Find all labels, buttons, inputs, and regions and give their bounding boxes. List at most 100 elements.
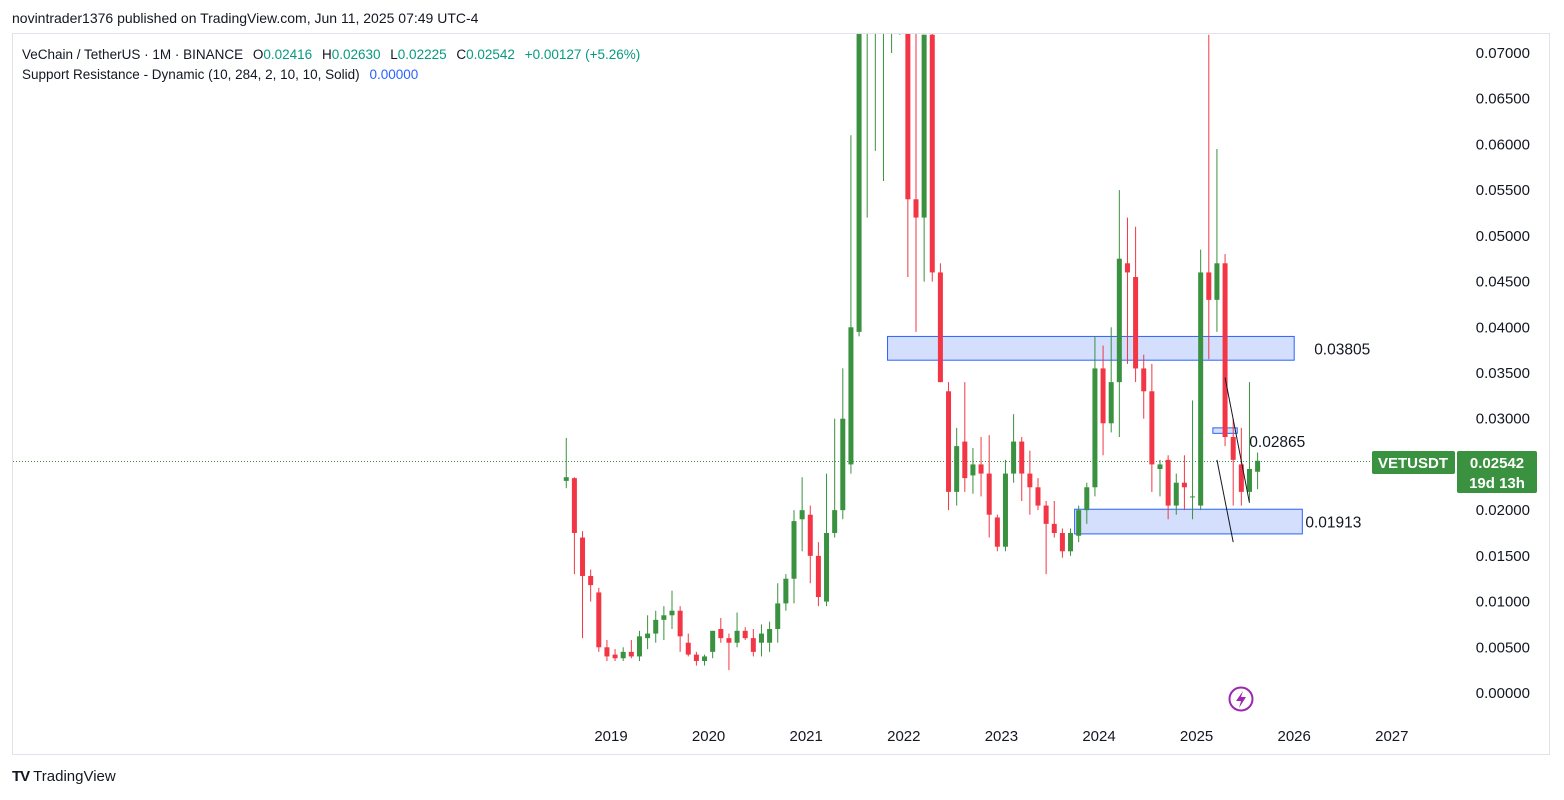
legend-close-label: C xyxy=(456,47,467,62)
price-badge: VETUSDT 0.02542 19d 13h xyxy=(1372,451,1537,493)
legend-indicator-value: 0.00000 xyxy=(369,67,419,82)
legend-change: +0.00127 (+5.26%) xyxy=(524,47,641,62)
zone-label: 0.03805 xyxy=(1314,341,1370,358)
zone-label: 0.01913 xyxy=(1305,515,1361,532)
candle-body xyxy=(1035,487,1041,506)
candle-body xyxy=(1068,533,1074,552)
candle-body xyxy=(758,633,764,643)
candle-body xyxy=(840,418,846,511)
candle-body xyxy=(620,651,626,659)
price-axis[interactable]: 0.07000 0.06500 0.06000 0.05500 0.05000 0.045… xyxy=(1476,45,1530,702)
candle-body xyxy=(563,477,569,481)
candle-body xyxy=(1027,473,1033,488)
candle-body xyxy=(848,327,854,465)
lightning-icon[interactable] xyxy=(1228,686,1254,712)
y-tick-label: 0.00500 xyxy=(1476,639,1530,656)
time-axis[interactable]: 2019 2020 2021 2022 2023 2024 2025 2026 2027 xyxy=(594,728,1408,745)
candle-body xyxy=(1246,469,1252,492)
candle-body xyxy=(669,610,675,616)
candle-body xyxy=(612,654,618,659)
legend-high-label: H xyxy=(321,47,332,62)
legend-open-value: 0.02416 xyxy=(263,47,313,62)
y-tick-label: 0.01000 xyxy=(1476,594,1530,611)
candle-body xyxy=(1043,505,1049,524)
candle-body xyxy=(628,651,634,657)
candle-body xyxy=(645,633,651,639)
candle-body xyxy=(1165,459,1171,506)
candle-body xyxy=(1141,368,1147,392)
candle-body xyxy=(824,533,830,602)
publisher-line: novintrader1376 published on TradingView… xyxy=(12,10,479,26)
candle-body xyxy=(1133,277,1139,369)
candle-body xyxy=(710,630,716,652)
candle-body xyxy=(1173,482,1179,506)
candle-body xyxy=(734,630,740,643)
candle-body xyxy=(742,630,748,639)
trendlines xyxy=(1216,377,1250,543)
x-tick-label: 2024 xyxy=(1082,728,1115,745)
candle-body xyxy=(1002,473,1008,547)
x-tick-label: 2023 xyxy=(985,728,1018,745)
candle-body xyxy=(661,615,667,620)
candle-body xyxy=(832,510,838,533)
candle-body xyxy=(1214,263,1220,300)
candle-body xyxy=(1051,523,1057,533)
x-tick-label: 2025 xyxy=(1180,728,1213,745)
candle-body xyxy=(1157,464,1163,469)
candle-body xyxy=(677,610,683,637)
y-tick-label: 0.07000 xyxy=(1476,45,1530,62)
y-tick-label: 0.05000 xyxy=(1476,228,1530,245)
candle-body xyxy=(588,575,594,586)
candle-body xyxy=(1149,391,1155,465)
legend-symbol-row: VeChain / TetherUS · 1M · BINANCE O0.024… xyxy=(22,45,640,65)
candle-body xyxy=(767,629,773,643)
candle-body xyxy=(750,638,756,652)
y-tick-label: 0.05500 xyxy=(1476,182,1530,199)
candle-body xyxy=(1084,487,1090,511)
zone-label: 0.02865 xyxy=(1249,434,1305,451)
chart-legend: VeChain / TetherUS · 1M · BINANCE O0.024… xyxy=(22,45,640,85)
chart-frame xyxy=(12,33,1550,755)
legend-open-label: O xyxy=(252,47,264,62)
candle-body xyxy=(1108,382,1114,424)
candle-body xyxy=(1181,482,1187,488)
y-tick-label: 0.04000 xyxy=(1476,319,1530,336)
candle-body xyxy=(921,34,927,218)
sr-zone xyxy=(1074,508,1303,535)
x-tick-label: 2026 xyxy=(1278,728,1311,745)
candle-body xyxy=(1019,441,1025,474)
candle-body xyxy=(856,34,862,332)
footer-brand: TV TradingView xyxy=(12,768,116,785)
candle-body xyxy=(596,592,602,648)
candle-body xyxy=(905,34,911,200)
candle-body xyxy=(685,642,691,655)
candle-body xyxy=(693,654,699,661)
countdown-badge: 19d 13h xyxy=(1469,475,1525,492)
candle-body xyxy=(937,272,943,383)
price-badge-value: 0.02542 xyxy=(1470,455,1524,472)
legend-symbol[interactable]: VeChain / TetherUS · 1M · BINANCE xyxy=(22,47,244,62)
candle-body xyxy=(1255,460,1261,472)
ticker-badge: VETUSDT xyxy=(1378,455,1448,472)
tradingview-logo-icon: TV xyxy=(12,768,30,785)
x-tick-label: 2020 xyxy=(692,728,725,745)
candle-body xyxy=(1198,272,1204,506)
x-tick-label: 2021 xyxy=(790,728,823,745)
legend-indicator-row: Support Resistance - Dynamic (10, 284, 2… xyxy=(22,65,640,85)
ticker-badge-bg xyxy=(1372,451,1455,474)
candle-body xyxy=(604,647,610,657)
trendline xyxy=(1216,459,1234,543)
y-tick-label: 0.03500 xyxy=(1476,365,1530,382)
legend-indicator[interactable]: Support Resistance - Dynamic (10, 284, 2… xyxy=(22,67,360,82)
sr-zone xyxy=(887,335,1295,361)
candle-body xyxy=(571,478,577,533)
legend-low-value: 0.02225 xyxy=(397,47,447,62)
candle-body xyxy=(970,464,976,476)
candle-body xyxy=(807,514,813,556)
legend-high-value: 0.02630 xyxy=(331,47,381,62)
candle-body xyxy=(726,638,732,643)
candle-body xyxy=(1230,437,1236,460)
y-tick-label: 0.04500 xyxy=(1476,274,1530,291)
candle-body xyxy=(1116,258,1122,383)
